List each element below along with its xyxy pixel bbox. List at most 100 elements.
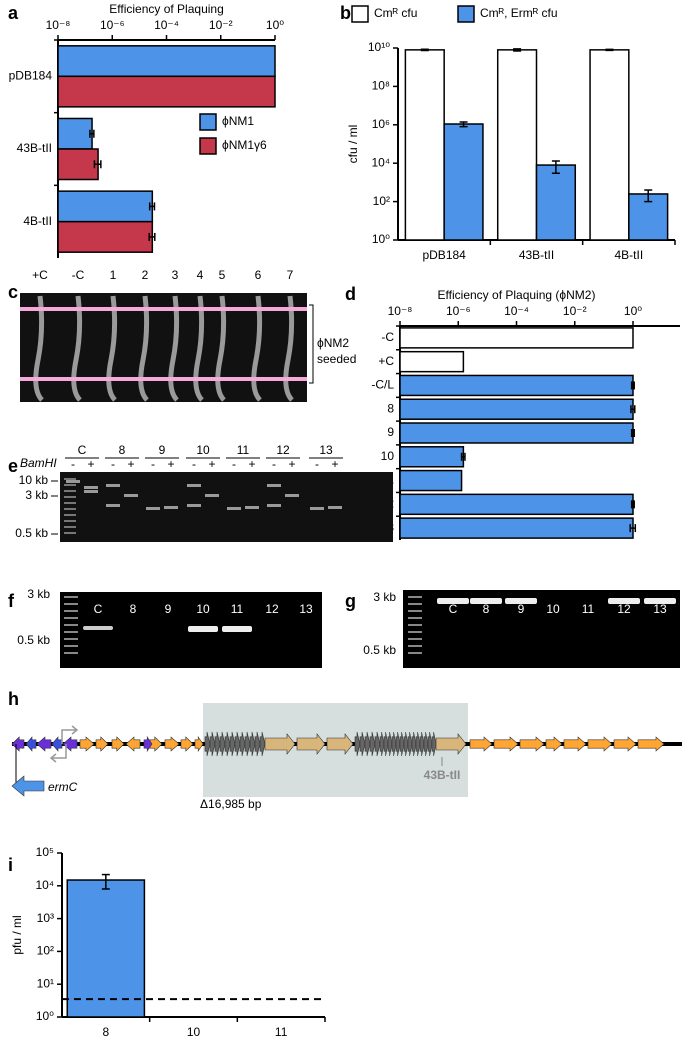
gene-arrow xyxy=(411,731,417,757)
bar xyxy=(399,422,634,444)
ladder-band xyxy=(408,596,422,598)
sign: - xyxy=(151,457,155,471)
gene-arrow xyxy=(613,736,637,752)
panel-letter: b xyxy=(340,3,351,23)
ladder-band xyxy=(408,631,422,633)
y-tick-label: 10⁵ xyxy=(36,845,54,859)
ladder-band xyxy=(64,484,76,486)
marker-label: 3 kb xyxy=(27,587,50,601)
x-tick-label: 10⁻⁶ xyxy=(100,18,125,32)
gene-arrow xyxy=(149,736,163,752)
lane-label: 10 xyxy=(196,602,210,616)
lane-label: 9 xyxy=(518,602,525,616)
bar xyxy=(57,75,276,108)
annotation: ϕNM2 xyxy=(317,336,349,350)
enzyme-label: BamHI xyxy=(20,456,57,470)
ladder-band xyxy=(408,652,422,654)
band xyxy=(106,484,120,487)
marker-label: 10 kb xyxy=(19,473,49,487)
bar xyxy=(57,148,99,181)
y-tick-label: 10⁰ xyxy=(372,232,390,246)
streak xyxy=(193,295,205,402)
bar xyxy=(57,45,276,78)
ladder-band xyxy=(64,638,78,640)
band xyxy=(437,598,469,604)
band xyxy=(644,598,676,604)
ladder-band xyxy=(408,610,422,612)
sign: - xyxy=(232,457,236,471)
gene-arrow xyxy=(204,731,211,757)
x-tick-label: 10⁻⁴ xyxy=(504,304,529,318)
panel-letter: g xyxy=(345,591,356,611)
panel-letter: h xyxy=(8,689,19,709)
bar xyxy=(57,220,154,253)
gene-arrow xyxy=(493,736,519,752)
bar xyxy=(399,469,463,492)
gene-arrow xyxy=(234,731,241,757)
band xyxy=(164,506,178,509)
chart-title: Efficiency of Plaquing xyxy=(109,2,224,16)
gene-arrow xyxy=(435,733,467,755)
lane-label: 11 xyxy=(582,602,595,616)
bar xyxy=(496,49,538,241)
y-axis-label: pfu / ml xyxy=(10,915,24,954)
streak xyxy=(251,295,263,402)
y-tick-label: 10⁴ xyxy=(35,878,54,892)
ladder-band xyxy=(64,526,76,528)
bar xyxy=(589,49,630,241)
ladder-band xyxy=(64,596,78,598)
gene-arrow xyxy=(51,736,63,752)
x-tick-label: 43B-tII xyxy=(519,248,554,262)
gene-arrow xyxy=(125,736,141,752)
gene-arrow xyxy=(379,731,385,757)
group-label: 11 xyxy=(237,443,250,457)
bar xyxy=(399,517,634,539)
gene-arrow xyxy=(209,731,216,757)
region-label: 43B-tII xyxy=(424,768,461,782)
ladder-band xyxy=(64,502,76,504)
ladder-band xyxy=(64,508,76,510)
ladder-band xyxy=(64,532,76,534)
legend-label: Cmᴿ, Ermᴿ cfu xyxy=(480,6,558,20)
gene-arrow xyxy=(95,736,109,752)
bar xyxy=(66,879,146,1018)
band xyxy=(205,494,219,497)
gene-arrow xyxy=(364,731,371,757)
y-tick-label: 10¹⁰ xyxy=(368,40,390,54)
lane-label: 10 xyxy=(546,602,560,616)
band xyxy=(84,486,98,489)
promoter xyxy=(49,744,67,763)
x-tick-label: 10⁻⁶ xyxy=(446,304,471,318)
y-tick-label: 10⁸ xyxy=(372,79,390,93)
bar xyxy=(399,493,634,516)
streak xyxy=(138,295,150,402)
y-tick-label: 43B-tII xyxy=(17,141,52,155)
band xyxy=(505,598,537,604)
annotation: seeded xyxy=(317,352,356,366)
y-tick-label: 10² xyxy=(37,944,54,958)
y-tick-label: 10⁶ xyxy=(372,117,390,131)
lane-label: 12 xyxy=(265,602,279,616)
streak xyxy=(106,295,118,402)
bar xyxy=(535,164,577,241)
band xyxy=(227,507,241,510)
bar xyxy=(404,49,445,241)
ladder-band xyxy=(64,631,78,633)
gene-arrow xyxy=(62,736,78,752)
band xyxy=(470,598,502,604)
y-tick-label: +C xyxy=(378,354,394,368)
marker-label: 0.5 kb xyxy=(17,633,50,647)
lane-label: 3 xyxy=(172,268,179,282)
legend-label: ϕNM1γ6 xyxy=(222,138,267,152)
gene-arrow xyxy=(296,733,326,755)
gene-arrow xyxy=(431,731,437,757)
ladder-band xyxy=(64,624,78,626)
gene-arrow xyxy=(387,731,393,757)
y-tick-label: 8 xyxy=(387,401,394,415)
panel-letter: c xyxy=(8,282,18,302)
gene-arrow xyxy=(229,731,236,757)
gene-arrow xyxy=(399,731,405,757)
x-tick-label: 10⁻⁴ xyxy=(154,18,179,32)
deletion-label: Δ16,985 bp xyxy=(200,797,262,811)
bracket xyxy=(309,304,314,384)
